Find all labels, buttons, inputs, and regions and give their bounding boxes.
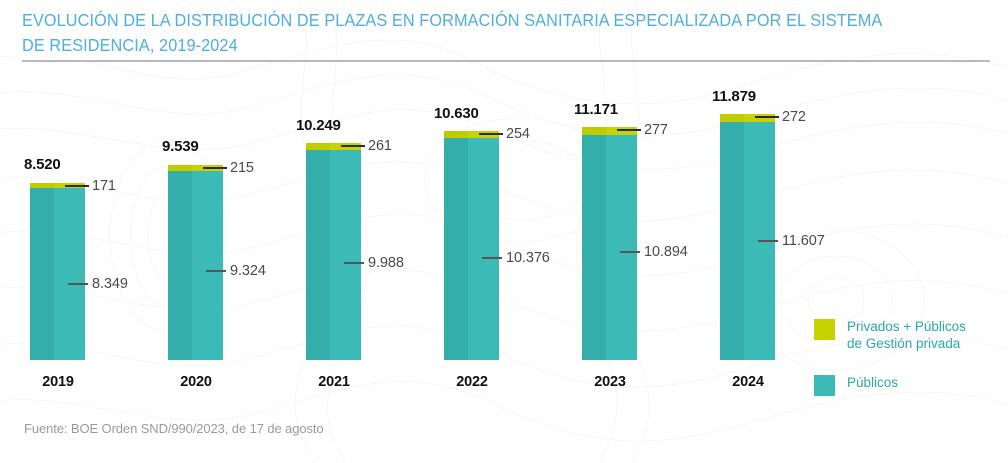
chart-legend: Privados + Públicos de Gestión privada P… (814, 318, 994, 418)
bar-group-2021[interactable] (306, 143, 361, 360)
leader-line-public-2020 (206, 270, 226, 272)
private-value-2019: 171 (92, 178, 116, 194)
leader-line-public-2022 (482, 257, 502, 259)
total-label-2021: 10.249 (296, 117, 341, 134)
total-label-2020: 9.539 (162, 138, 199, 155)
chart-header: EVOLUCIÓN DE LA DISTRIBUCIÓN DE PLAZAS E… (22, 8, 972, 58)
leader-line-private-2019 (65, 185, 89, 187)
private-value-2023: 277 (644, 122, 668, 138)
private-value-2024: 272 (782, 109, 806, 125)
bar-group-2022[interactable] (444, 131, 499, 360)
private-value-2021: 261 (368, 138, 392, 154)
x-axis-label-2023: 2023 (594, 374, 626, 390)
x-axis-label-2019: 2019 (42, 374, 74, 390)
public-value-2020: 9.324 (230, 263, 266, 279)
public-value-2024: 11.607 (782, 233, 825, 249)
public-value-2021: 9.988 (368, 255, 404, 271)
leader-line-private-2024 (755, 116, 779, 118)
leader-line-private-2023 (617, 129, 641, 131)
legend-swatch-privados (814, 319, 835, 340)
total-label-2022: 10.630 (434, 105, 479, 122)
total-label-2019: 8.520 (24, 156, 61, 173)
bar-segment-public-2019[interactable] (30, 188, 85, 360)
bar-segment-public-2020[interactable] (168, 171, 223, 360)
leader-line-public-2021 (344, 262, 364, 264)
public-value-2019: 8.349 (92, 276, 128, 292)
source-note: Fuente: BOE Orden SND/990/2023, de 17 de… (24, 421, 324, 436)
legend-swatch-publicos (814, 375, 835, 396)
title-divider (22, 60, 990, 62)
x-axis-label-2022: 2022 (456, 374, 488, 390)
legend-item-publicos[interactable]: Públicos (814, 374, 994, 396)
bar-segment-public-2021[interactable] (306, 150, 361, 360)
leader-line-private-2021 (341, 145, 365, 147)
bar-group-2023[interactable] (582, 127, 637, 360)
bar-group-2024[interactable] (720, 114, 775, 360)
leader-line-public-2019 (68, 283, 88, 285)
bar-group-2019[interactable] (30, 183, 85, 360)
total-label-2023: 11.171 (574, 101, 618, 118)
x-axis-label-2020: 2020 (180, 374, 212, 390)
private-value-2022: 254 (506, 126, 530, 142)
x-axis-label-2021: 2021 (318, 374, 350, 390)
public-value-2022: 10.376 (506, 250, 550, 266)
legend-label-publicos: Públicos (847, 375, 899, 390)
leader-line-public-2023 (620, 251, 640, 253)
leader-line-private-2020 (203, 167, 227, 169)
legend-label-privados: Privados + Públicos de Gestión privada (847, 319, 966, 351)
bar-segment-public-2023[interactable] (582, 135, 637, 360)
total-label-2024: 11.879 (712, 88, 756, 105)
x-axis-label-2024: 2024 (732, 374, 764, 390)
legend-item-privados[interactable]: Privados + Públicos de Gestión privada (814, 318, 994, 352)
leader-line-public-2024 (758, 240, 778, 242)
leader-line-private-2022 (479, 133, 503, 135)
public-value-2023: 10.894 (644, 244, 688, 260)
bar-segment-public-2022[interactable] (444, 138, 499, 360)
page-title: EVOLUCIÓN DE LA DISTRIBUCIÓN DE PLAZAS E… (22, 10, 882, 55)
private-value-2020: 215 (230, 160, 254, 176)
bar-group-2020[interactable] (168, 165, 223, 360)
